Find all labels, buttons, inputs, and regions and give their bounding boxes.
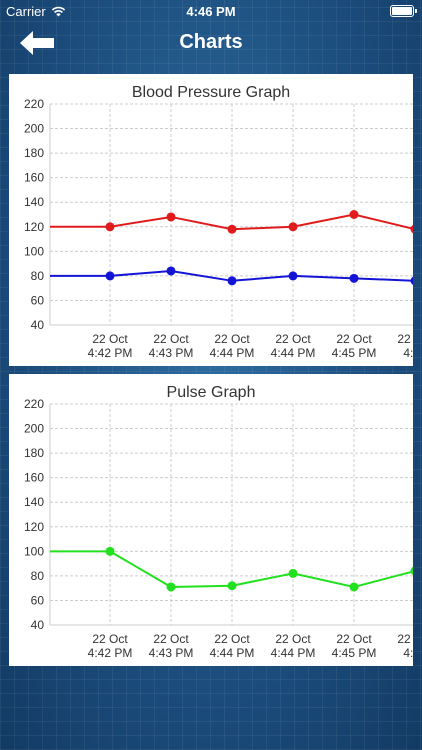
blood-pressure-chart-card: Blood Pressure Graph 40 60 80 100 120 140 160 18… (9, 74, 413, 366)
data-point (349, 210, 359, 219)
status-bar: Carrier 4:46 PM (0, 0, 422, 22)
data-point (105, 271, 115, 281)
y-tick-label: 100 (24, 244, 44, 258)
data-point (410, 225, 413, 234)
data-point (410, 276, 413, 285)
pulse-chart: Pulse Graph 40 60 80 100 120 140 160 180 200 220 22… (24, 384, 413, 660)
x-tick-time: 4:43 PM (149, 346, 194, 360)
x-tick-date: 22 Oct (275, 332, 311, 346)
y-tick-label: 80 (31, 569, 45, 583)
carrier-label: Carrier (6, 4, 46, 19)
status-left: Carrier (6, 4, 66, 19)
data-point (166, 266, 176, 276)
data-point (288, 271, 298, 281)
data-point (105, 222, 115, 232)
data-point (227, 276, 237, 286)
x-tick-time: 4:45 PM (332, 346, 377, 360)
x-tick-date: 22 Oct (92, 632, 128, 646)
blood-pressure-chart: Blood Pressure Graph 40 60 80 100 120 140 160 18… (24, 84, 413, 360)
y-tick-label: 60 (31, 593, 45, 607)
x-tick-time: 4:44 PM (271, 646, 316, 660)
y-tick-label: 180 (24, 146, 44, 160)
y-tick-label: 200 (24, 122, 44, 136)
x-tick-time: 4:45 (403, 646, 413, 660)
data-point (349, 273, 359, 283)
x-tick-time: 4:45 PM (332, 646, 377, 660)
data-point (105, 546, 115, 556)
data-point (288, 568, 298, 578)
x-tick-time: 4:44 PM (210, 346, 255, 360)
x-tick-time: 4:42 PM (88, 346, 133, 360)
y-tick-label: 180 (24, 446, 44, 460)
y-tick-label: 100 (24, 544, 44, 558)
x-tick-date: 22 Oct (153, 332, 189, 346)
data-point (227, 224, 237, 234)
navigation-bar: Charts (0, 22, 422, 66)
chart-title: Blood Pressure Graph (132, 84, 290, 101)
y-tick-label: 80 (31, 269, 45, 283)
x-tick-time: 4:45 (403, 346, 413, 360)
status-time: 4:46 PM (186, 4, 236, 19)
y-tick-label: 40 (31, 618, 45, 632)
x-tick-date: 22 Oct (397, 632, 413, 646)
y-tick-label: 140 (24, 195, 44, 209)
x-tick-date: 22 Oct (397, 332, 413, 346)
x-tick-date: 22 Oct (336, 332, 372, 346)
x-tick-date: 22 Oct (336, 632, 372, 646)
chart-title: Pulse Graph (167, 384, 256, 401)
pulse-chart-card: Pulse Graph 40 60 80 100 120 140 160 180 200 220 22… (9, 374, 413, 666)
x-tick-date: 22 Oct (214, 332, 250, 346)
x-tick-date: 22 Oct (214, 632, 250, 646)
y-tick-label: 220 (24, 97, 44, 111)
y-tick-label: 120 (24, 220, 44, 234)
x-tick-time: 4:42 PM (88, 646, 133, 660)
y-tick-label: 160 (24, 171, 44, 185)
data-point (227, 581, 237, 591)
y-tick-label: 220 (24, 397, 44, 411)
y-tick-label: 160 (24, 471, 44, 485)
data-point (288, 222, 298, 232)
y-tick-label: 200 (24, 422, 44, 436)
x-tick-date: 22 Oct (153, 632, 189, 646)
battery-icon (390, 5, 417, 17)
data-point (349, 582, 359, 592)
back-button[interactable] (18, 28, 58, 58)
wifi-icon (51, 6, 65, 17)
x-tick-date: 22 Oct (92, 332, 128, 346)
x-tick-date: 22 Oct (275, 632, 311, 646)
x-tick-time: 4:44 PM (210, 646, 255, 660)
x-tick-time: 4:43 PM (149, 646, 194, 660)
y-tick-label: 60 (31, 293, 45, 307)
data-point (166, 212, 176, 222)
data-point (410, 566, 413, 576)
y-tick-label: 140 (24, 495, 44, 509)
page-title: Charts (179, 31, 243, 53)
y-tick-label: 40 (31, 318, 45, 332)
data-point (166, 582, 176, 592)
y-tick-label: 120 (24, 520, 44, 534)
back-arrow-icon (20, 31, 54, 55)
x-tick-time: 4:44 PM (271, 346, 316, 360)
